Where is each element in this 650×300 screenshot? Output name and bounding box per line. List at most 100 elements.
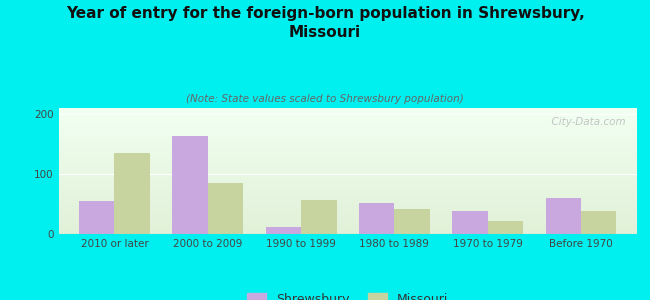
Bar [58,167,637,169]
Bar [58,182,637,184]
Text: Year of entry for the foreign-born population in Shrewsbury,
Missouri: Year of entry for the foreign-born popul… [66,6,584,40]
Bar [58,131,637,132]
Bar [58,128,637,129]
Bar [58,132,637,133]
Bar [58,164,637,165]
Bar [58,173,637,175]
Bar [58,196,637,197]
Bar [58,180,637,181]
Bar [58,220,637,221]
Bar [58,153,637,154]
Bar [79,201,114,234]
Bar [58,195,637,196]
Bar [58,152,637,153]
Bar [58,211,637,213]
Bar [58,225,637,226]
Bar [58,229,637,230]
Bar [58,216,637,217]
Bar [58,122,637,123]
Bar [58,218,637,219]
Bar [58,109,637,110]
Bar [58,133,637,134]
Bar [58,151,637,152]
Bar [58,137,637,138]
Bar [58,160,637,161]
Bar [58,114,637,116]
Bar [58,110,637,112]
Bar [58,232,637,233]
Bar [58,189,637,190]
Bar [58,123,637,124]
Bar [58,140,637,141]
Bar [58,190,637,191]
Bar [58,116,637,117]
Bar [58,113,637,114]
Bar [58,146,637,147]
Bar [208,183,243,234]
Bar [58,191,637,192]
Bar [58,206,637,208]
Bar [58,172,637,173]
Bar [58,178,637,180]
Bar [58,154,637,156]
Bar [58,112,637,113]
Bar [58,181,637,182]
Bar [395,209,430,234]
Bar [58,184,637,185]
Bar [58,205,637,206]
Bar [359,203,395,234]
Bar [58,221,637,223]
Bar [58,129,637,131]
Bar [58,214,637,215]
Bar [58,226,637,228]
Bar [58,166,637,167]
Bar [58,223,637,224]
Bar [58,138,637,140]
Bar [58,141,637,142]
Bar [58,158,637,160]
Bar [58,233,637,234]
Bar [266,227,301,234]
Bar [452,211,488,234]
Bar [58,176,637,177]
Bar [488,221,523,234]
Bar [58,219,637,220]
Bar [58,165,637,166]
Bar [58,215,637,216]
Bar [58,134,637,136]
Bar [58,143,637,145]
Bar [58,210,637,211]
Bar [58,194,637,195]
Bar [58,197,637,199]
Bar [58,224,637,225]
Bar [58,142,637,143]
Bar [58,145,637,146]
Bar [58,162,637,164]
Bar [58,157,637,158]
Bar [58,171,637,172]
Bar [58,170,637,171]
Bar [58,192,637,194]
Bar [58,117,637,118]
Bar [58,124,637,126]
Legend: Shrewsbury, Missouri: Shrewsbury, Missouri [242,288,453,300]
Bar [58,200,637,201]
Bar [58,121,637,122]
Bar [58,147,637,148]
Bar [58,150,637,151]
Bar [58,156,637,157]
Bar [58,148,637,150]
Text: (Note: State values scaled to Shrewsbury population): (Note: State values scaled to Shrewsbury… [186,94,464,104]
Bar [58,201,637,202]
Bar [58,185,637,186]
Bar [58,175,637,176]
Bar [58,186,637,188]
Text: City-Data.com: City-Data.com [545,117,625,127]
Bar [581,211,616,234]
Bar [58,119,637,121]
Bar [58,199,637,200]
Bar [58,127,637,128]
Bar [58,230,637,232]
Bar [58,202,637,204]
Bar [114,153,150,234]
